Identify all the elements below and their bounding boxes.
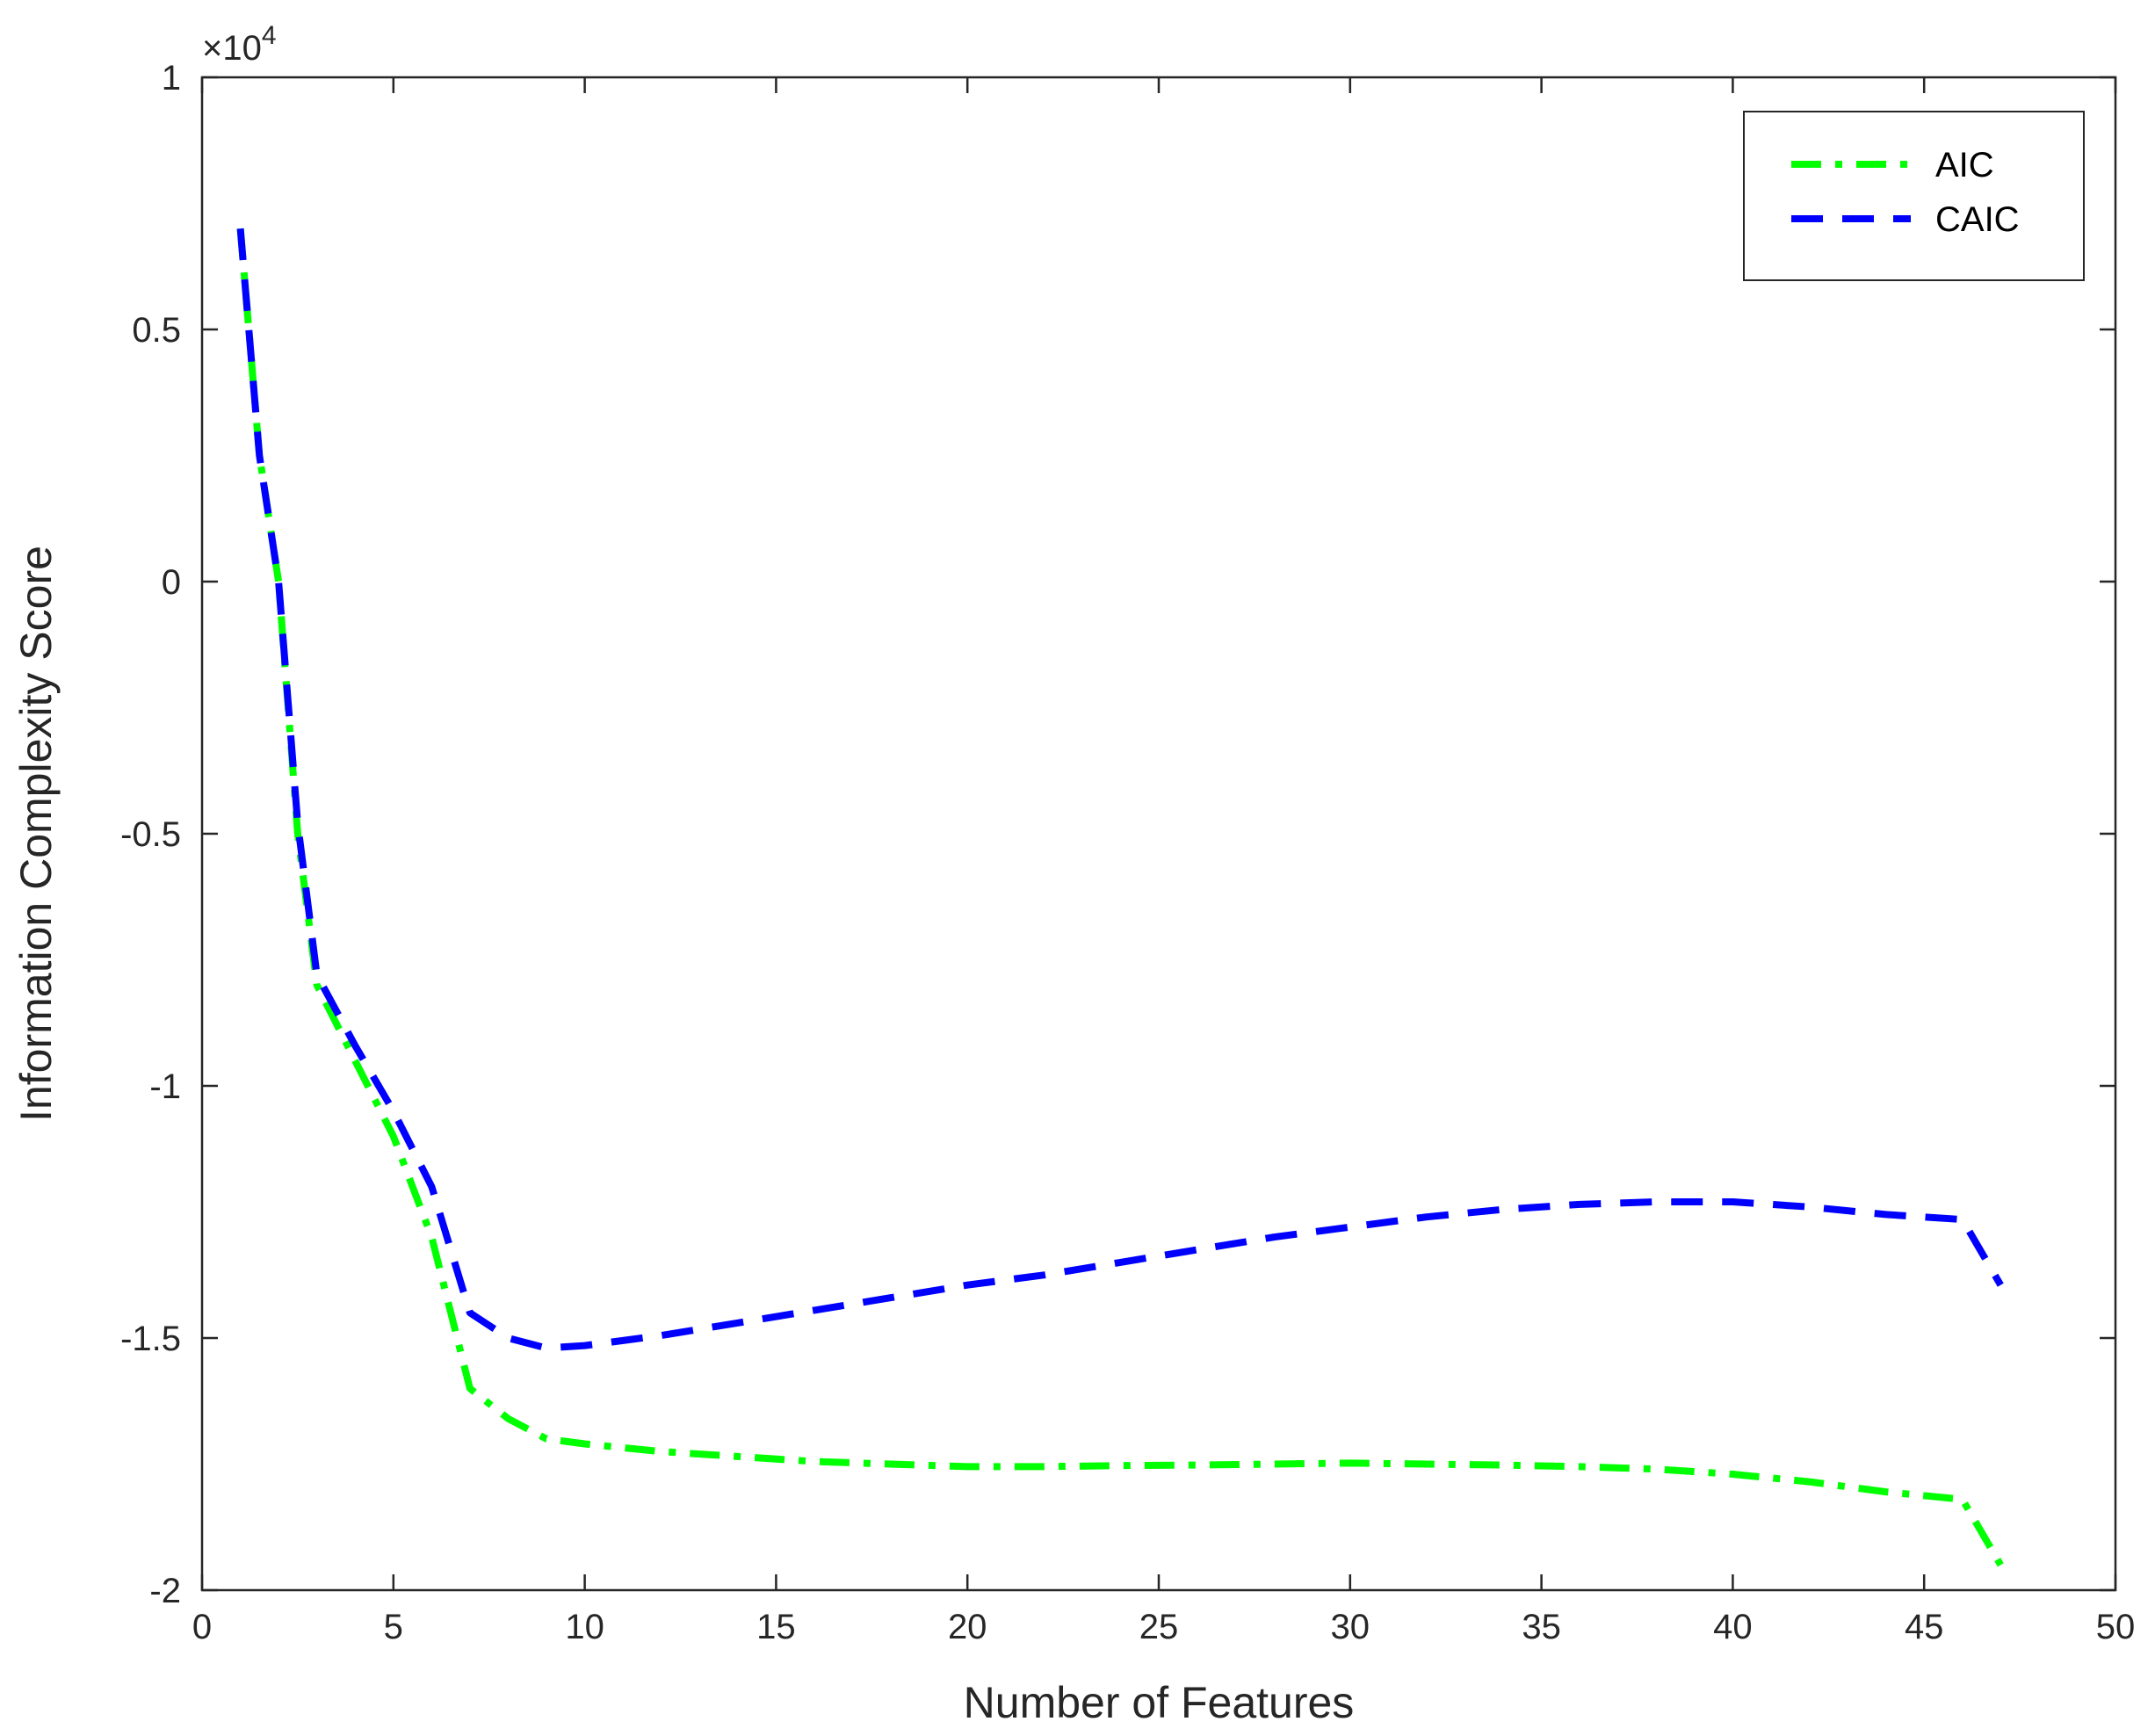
x-tick-label: 45 [1905,1608,1944,1646]
tick-label-layer: 0 5 10 15 20 25 30 35 40 45 50 -2 -1.5 -1 -0.5 0 0.5 1 [120,59,2135,1646]
legend-box [1743,111,2085,281]
x-axis-title: Number of Features [964,1678,1355,1727]
legend-label-caic: CAIC [1935,200,2020,239]
y-tick-label: -0.5 [120,815,181,854]
x-tick-label: 35 [1522,1608,1561,1646]
x-tick-label: 30 [1331,1608,1370,1646]
series-layer [236,228,2004,1567]
y-tick-label: 0 [162,563,181,602]
y-axis-exponent: ×104 [202,21,277,68]
x-tick-label: 50 [2096,1608,2136,1646]
x-tick-label: 10 [565,1608,604,1646]
x-tick-label: 15 [756,1608,796,1646]
y-tick-label: -1.5 [120,1320,181,1358]
x-tick-label: 40 [1713,1608,1753,1646]
y-axis-title: Information Complexity Score [11,546,61,1122]
x-tick-label: 5 [384,1608,403,1646]
series-line-aic [236,228,2004,1567]
x-tick-label: 25 [1139,1608,1179,1646]
legend-label-aic: AIC [1935,146,1994,184]
legend: AIC CAIC [1743,111,2085,281]
x-tick-label: 0 [192,1608,212,1646]
y-tick-label: -2 [149,1572,181,1610]
y-tick-label: -1 [149,1067,181,1106]
x-tick-label: 20 [948,1608,987,1646]
y-axis-exponent-power: 4 [262,21,277,50]
y-tick-label: 0.5 [132,311,181,350]
y-axis-exponent-base: ×10 [202,29,262,68]
tick-layer [200,76,2117,1592]
y-tick-label: 1 [162,59,181,98]
series-line-caic [236,228,2004,1352]
